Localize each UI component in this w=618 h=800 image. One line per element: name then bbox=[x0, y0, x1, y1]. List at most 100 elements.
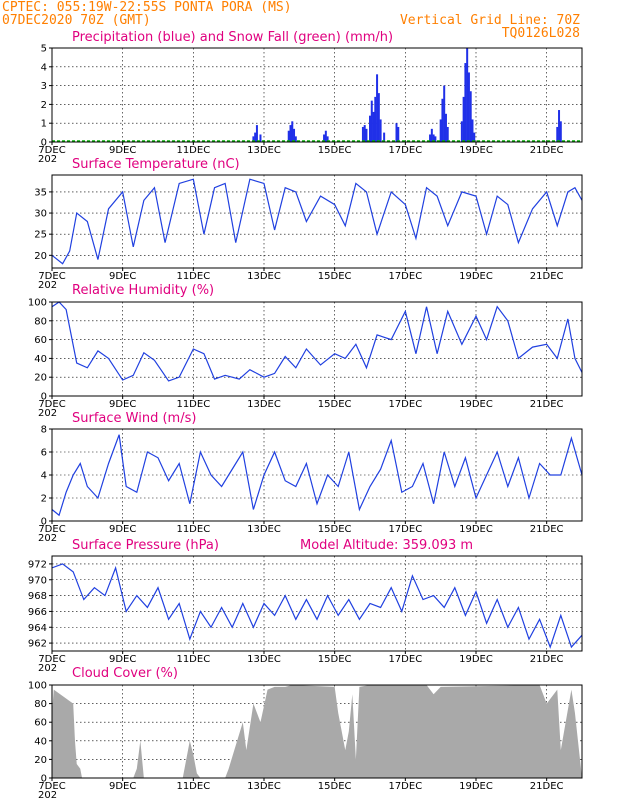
x-tick-label: 17DEC bbox=[388, 781, 422, 792]
y-tick-label: 0 bbox=[41, 517, 47, 528]
precip-bar bbox=[469, 91, 472, 142]
y-tick-label: 60 bbox=[34, 718, 47, 729]
x-tick-label: 19DEC bbox=[459, 781, 493, 792]
panel-title: Precipitation (blue) and Snow Fall (gree… bbox=[72, 30, 393, 45]
y-tick-label: 40 bbox=[34, 736, 47, 747]
x-tick-label: 13DEC bbox=[247, 399, 281, 410]
precip-bar bbox=[255, 125, 258, 142]
y-tick-label: 30 bbox=[34, 209, 47, 220]
x-tick-label: 11DEC bbox=[176, 524, 210, 535]
precip-bar bbox=[466, 48, 469, 142]
precip-bar bbox=[323, 134, 326, 142]
x-tick-label: 19DEC bbox=[459, 524, 493, 535]
y-tick-label: 20 bbox=[34, 373, 47, 384]
precip-bar bbox=[444, 113, 447, 142]
precip-bar bbox=[439, 119, 442, 142]
y-tick-label: 25 bbox=[34, 230, 47, 241]
grid-line-note: Vertical Grid Line: 70Z bbox=[400, 13, 580, 28]
precip-bar bbox=[291, 121, 294, 142]
station-line: CPTEC: 055:19W-22:55S PONTA PORA (MS) bbox=[2, 0, 292, 15]
y-tick-label: 4 bbox=[41, 62, 47, 73]
precip-bar bbox=[473, 132, 476, 142]
panel-6: 0 20 40 60 80 100 7DEC 9DEC 11DEC 13DEC 15DEC 17DEC… bbox=[28, 666, 583, 800]
x-tick-label: 19DEC bbox=[459, 399, 493, 410]
precip-bar bbox=[559, 121, 562, 142]
precip-bar bbox=[363, 125, 366, 142]
y-tick-label: 0 bbox=[41, 138, 47, 149]
x-tick-label: 7DEC bbox=[38, 271, 65, 282]
y-tick-label: 1 bbox=[41, 119, 47, 130]
panel-title: Cloud Cover (%) bbox=[72, 666, 178, 681]
precip-bar bbox=[377, 93, 380, 142]
y-tick-label: 20 bbox=[34, 755, 47, 766]
x-tick-label: 15DEC bbox=[318, 399, 352, 410]
precip-bar bbox=[361, 126, 364, 142]
y-tick-label: 970 bbox=[28, 575, 47, 586]
header: CPTEC: 055:19W-22:55S PONTA PORA (MS) 07… bbox=[2, 0, 580, 41]
plot-frame bbox=[51, 555, 583, 652]
y-tick-label: 5 bbox=[41, 44, 47, 55]
panel-2: 20 25 30 35 7DEC 9DEC 11DEC 13DEC 15DEC 17DEC 19DE… bbox=[34, 157, 583, 291]
precip-bar bbox=[376, 74, 379, 142]
x-tick-label: 21DEC bbox=[530, 654, 564, 665]
x-year-fragment: 202 bbox=[38, 280, 57, 291]
precip-bar bbox=[254, 132, 257, 142]
precip-bar bbox=[467, 72, 470, 142]
x-tick-label: 13DEC bbox=[247, 145, 281, 156]
x-year-fragment: 202 bbox=[38, 533, 57, 544]
x-tick-label: 11DEC bbox=[176, 781, 210, 792]
precip-bar bbox=[558, 110, 561, 142]
precip-bar bbox=[395, 123, 398, 142]
x-tick-label: 11DEC bbox=[176, 654, 210, 665]
precip-bar bbox=[441, 98, 444, 142]
y-tick-label: 40 bbox=[34, 354, 47, 365]
panel-title: Surface Wind (m/s) bbox=[72, 411, 196, 426]
x-year-fragment: 202 bbox=[38, 154, 57, 165]
panel-3: 0 20 40 60 80 100 7DEC 9DEC 11DEC 13DEC 15DEC 17DEC… bbox=[28, 283, 583, 419]
precip-bar bbox=[462, 96, 465, 142]
panel-title: Relative Humidity (%) bbox=[72, 283, 214, 298]
panel-title: Surface Pressure (hPa) bbox=[72, 538, 219, 553]
x-tick-label: 7DEC bbox=[38, 654, 65, 665]
precip-bar bbox=[287, 130, 290, 142]
series-line bbox=[51, 178, 583, 265]
plot-frame bbox=[51, 174, 583, 269]
x-tick-label: 15DEC bbox=[318, 145, 352, 156]
precip-bar bbox=[372, 111, 375, 142]
y-tick-label: 962 bbox=[28, 639, 47, 650]
panel-1: 0 1 2 3 4 5 7DEC 9DEC 11DEC 13DEC 15DEC 17DEC 19DEC 2… bbox=[38, 30, 583, 165]
x-tick-label: 11DEC bbox=[176, 145, 210, 156]
x-tick-label: 15DEC bbox=[318, 781, 352, 792]
x-tick-label: 21DEC bbox=[530, 145, 564, 156]
precip-bar bbox=[471, 119, 474, 142]
y-tick-label: 966 bbox=[28, 607, 47, 618]
x-tick-label: 7DEC bbox=[38, 781, 65, 792]
x-tick-label: 17DEC bbox=[388, 271, 422, 282]
x-tick-label: 13DEC bbox=[247, 524, 281, 535]
y-tick-label: 100 bbox=[28, 681, 47, 692]
x-tick-label: 9DEC bbox=[109, 399, 136, 410]
precip-bar bbox=[383, 132, 386, 142]
x-tick-label: 15DEC bbox=[318, 654, 352, 665]
x-tick-label: 17DEC bbox=[388, 524, 422, 535]
x-tick-label: 9DEC bbox=[109, 524, 136, 535]
x-tick-label: 15DEC bbox=[318, 524, 352, 535]
precip-bar bbox=[326, 136, 329, 142]
y-tick-label: 35 bbox=[34, 187, 47, 198]
x-tick-label: 17DEC bbox=[388, 654, 422, 665]
x-tick-label: 21DEC bbox=[530, 399, 564, 410]
panel-5: 962 964 966 968 970 972 7DEC 9DEC 11DEC 13DEC 15DE… bbox=[28, 538, 583, 674]
x-tick-label: 13DEC bbox=[247, 781, 281, 792]
x-tick-label: 13DEC bbox=[247, 654, 281, 665]
x-tick-label: 13DEC bbox=[247, 271, 281, 282]
x-tick-label: 11DEC bbox=[176, 271, 210, 282]
x-year-fragment: 202 bbox=[38, 408, 57, 419]
cloud-cover-area bbox=[52, 685, 582, 778]
precip-bar bbox=[443, 85, 446, 142]
model-altitude-note: Model Altitude: 359.093 m bbox=[300, 538, 473, 553]
precip-bar bbox=[434, 136, 437, 142]
model-id: TQ0126L028 bbox=[502, 26, 580, 41]
precip-bar bbox=[294, 136, 297, 142]
precip-bar bbox=[430, 128, 433, 142]
